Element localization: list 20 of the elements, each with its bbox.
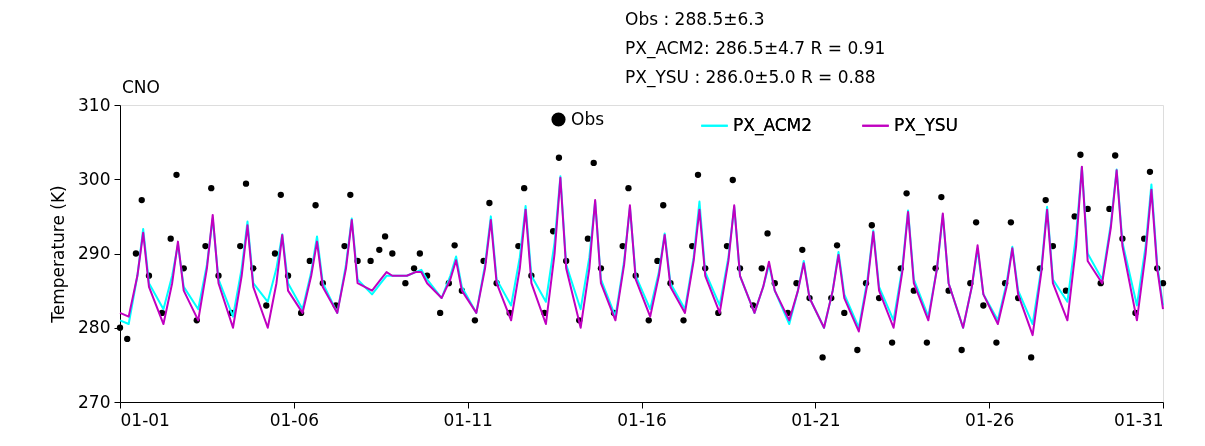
text: PX_YSU : 286.0±5.0 R = 0.88	[625, 67, 876, 88]
x-tick-label: 01-16	[617, 409, 667, 430]
legend-label: PX_YSU	[894, 114, 959, 136]
x-tick-label: 01-11	[443, 409, 493, 430]
y-tick-label: 290	[78, 243, 111, 263]
x-tick-label: 01-01	[120, 409, 170, 430]
y-tick-label: 270	[78, 391, 111, 412]
y-tick-label: 300	[78, 168, 111, 189]
y-tick-label: 310	[78, 94, 111, 115]
chart-title: CNO	[122, 77, 160, 97]
x-tick-label: 01-26	[964, 409, 1015, 430]
x-tick-label: 01-21	[791, 409, 841, 430]
text: Obs : 288.5±6.3	[625, 9, 765, 29]
legend-label: PX_ACM2	[733, 114, 813, 136]
y-tick-label: 280	[78, 317, 111, 338]
x-tick-label: 01-06	[269, 409, 320, 430]
legend-label: Obs	[571, 108, 605, 129]
y-axis-title: Temperature (K)	[48, 185, 69, 324]
text: PX_ACM2: 286.5±4.7 R = 0.91	[625, 38, 886, 59]
x-tick-label: 01-31	[1114, 409, 1164, 430]
